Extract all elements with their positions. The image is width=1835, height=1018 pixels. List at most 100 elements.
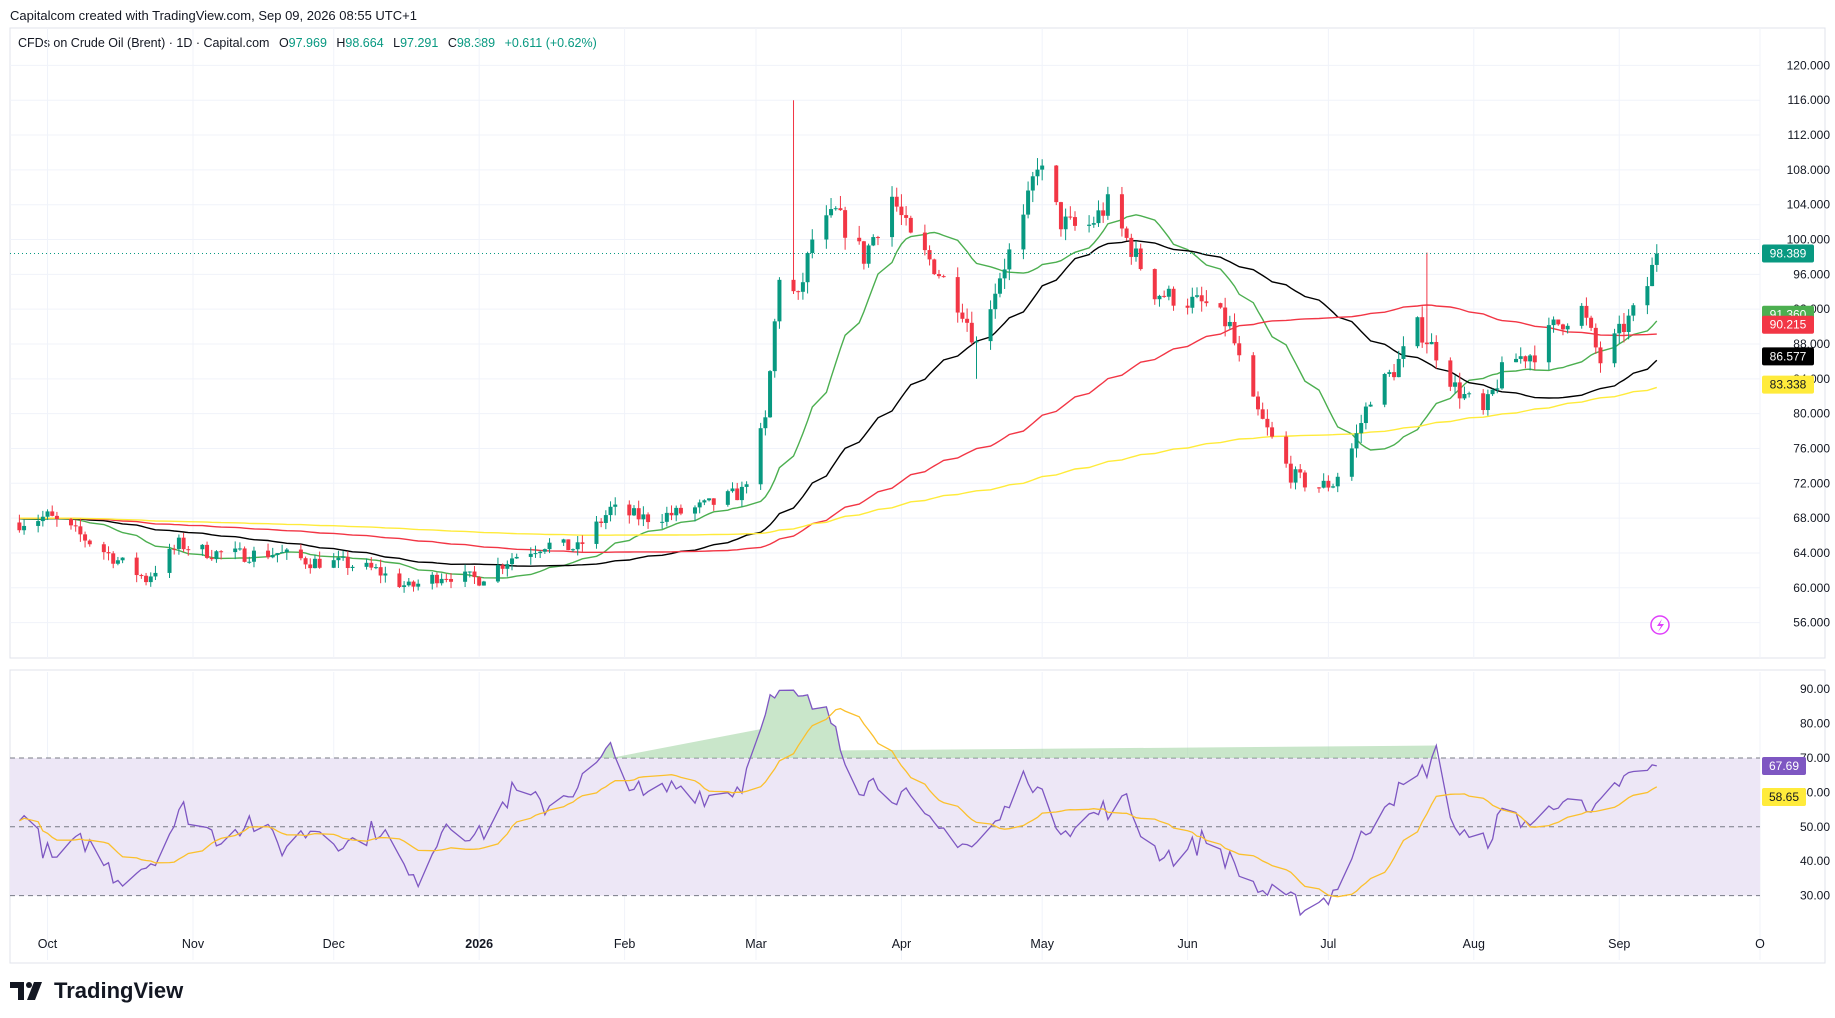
x-tick-label: Nov <box>182 937 205 951</box>
candle-body <box>857 237 862 242</box>
candle-body <box>608 506 613 516</box>
candle-body <box>641 514 646 520</box>
candle-body <box>1026 190 1031 215</box>
candle-body <box>768 371 773 418</box>
candle-body <box>1551 319 1556 326</box>
candle-body <box>922 232 927 251</box>
rsi-line <box>18 689 1657 917</box>
candle-body <box>1424 342 1429 345</box>
candle-body <box>1401 346 1406 359</box>
candle-body <box>1457 382 1462 399</box>
candle-body <box>1485 394 1490 411</box>
candle-body <box>73 525 78 527</box>
price-chart[interactable]: 56.000 60.000 64.000 68.000 72.000 76.000 80.0… <box>0 0 1835 975</box>
candle-body <box>542 549 547 552</box>
candle-body <box>899 206 904 216</box>
x-tick-label: Jun <box>1178 937 1198 951</box>
candle-body <box>1514 358 1519 363</box>
candle-body <box>336 557 341 561</box>
candle-body <box>505 564 510 569</box>
candle-body <box>1396 358 1401 378</box>
candle-body <box>1612 333 1617 364</box>
candle-body <box>1194 295 1199 297</box>
price-tick-label: 64.000 <box>1793 546 1830 560</box>
candle-body <box>1354 433 1359 449</box>
ma-value-tag-bg <box>1762 347 1814 366</box>
candle-body <box>317 558 322 568</box>
candle-body <box>1054 165 1059 203</box>
candle-body <box>17 522 22 531</box>
candle-body <box>444 578 449 580</box>
rsi-ma-value-tag: 58.65 <box>1769 790 1799 804</box>
ma-value-tag-bg <box>1762 375 1814 394</box>
lightning-icon-circle <box>1650 615 1670 635</box>
candle-body <box>481 581 486 586</box>
ma-fast-line <box>19 214 1658 579</box>
candle-body <box>1152 269 1157 300</box>
candle-body <box>1129 237 1134 257</box>
price-tick-label: 108.000 <box>1787 163 1831 177</box>
candle-body <box>1598 347 1603 364</box>
candle-body <box>1546 325 1551 363</box>
candle-body <box>894 196 899 207</box>
candle-body <box>1453 382 1458 387</box>
candle-body <box>1368 404 1373 407</box>
candle-body <box>1528 355 1533 362</box>
lightning-icon-bolt <box>1657 619 1664 632</box>
candle-body <box>805 253 810 283</box>
candle-body <box>209 557 214 560</box>
candle-body <box>1237 343 1242 356</box>
candle-body <box>547 542 552 550</box>
brand-name: TradingView <box>54 978 184 1003</box>
candle-body <box>707 498 712 501</box>
candle-body <box>538 551 543 554</box>
candle-body <box>1363 406 1368 424</box>
candle-body <box>167 548 172 573</box>
price-tick-label: 72.000 <box>1793 476 1830 490</box>
candle-body <box>111 553 116 564</box>
candle-body <box>1040 165 1045 170</box>
candle-body <box>613 504 618 507</box>
x-tick-label: Sep <box>1608 937 1630 951</box>
candle-body <box>36 521 41 526</box>
candle-body <box>843 210 848 238</box>
candle-body <box>402 585 407 587</box>
candle-body <box>1251 355 1256 397</box>
candle-body <box>1481 393 1486 411</box>
candle-body <box>974 341 979 343</box>
candle-body <box>1035 169 1040 177</box>
candle-body <box>1448 360 1453 387</box>
candle-body <box>1284 436 1289 464</box>
candle-body <box>1321 480 1326 488</box>
candle-body <box>40 516 45 522</box>
candle-body <box>369 562 374 568</box>
candle-body <box>345 556 350 569</box>
candle-body <box>1255 396 1260 410</box>
ma-value-tag: 83.338 <box>1770 378 1807 392</box>
candle-body <box>941 276 946 278</box>
candle-body <box>200 544 205 550</box>
symbol-name[interactable]: CFDs on Crude Oil (Brent) · 1D · Capital… <box>18 36 270 50</box>
candle-body <box>144 575 149 583</box>
candle-body <box>1162 295 1167 297</box>
price-tick-label: 80.000 <box>1793 407 1830 421</box>
candle-body <box>1157 295 1162 300</box>
ma-value-tag: 86.577 <box>1770 349 1807 363</box>
candle-body <box>120 557 125 561</box>
candle-body <box>796 291 801 293</box>
candle-body <box>1007 249 1012 270</box>
candle-body <box>1166 288 1171 297</box>
price-tick-label: 60.000 <box>1793 581 1830 595</box>
candle-body <box>1387 372 1392 375</box>
candle-body <box>1058 202 1063 230</box>
candle-body <box>674 507 679 516</box>
candle-body <box>477 577 482 586</box>
x-tick-label: Mar <box>745 937 767 951</box>
low-value: 97.291 <box>400 36 439 50</box>
candle-body <box>186 549 191 551</box>
candle-body <box>561 539 566 543</box>
candle-body <box>1232 321 1237 344</box>
candle-body <box>871 237 876 246</box>
price-tick-label: 96.000 <box>1793 267 1830 281</box>
candle-body <box>364 562 369 567</box>
